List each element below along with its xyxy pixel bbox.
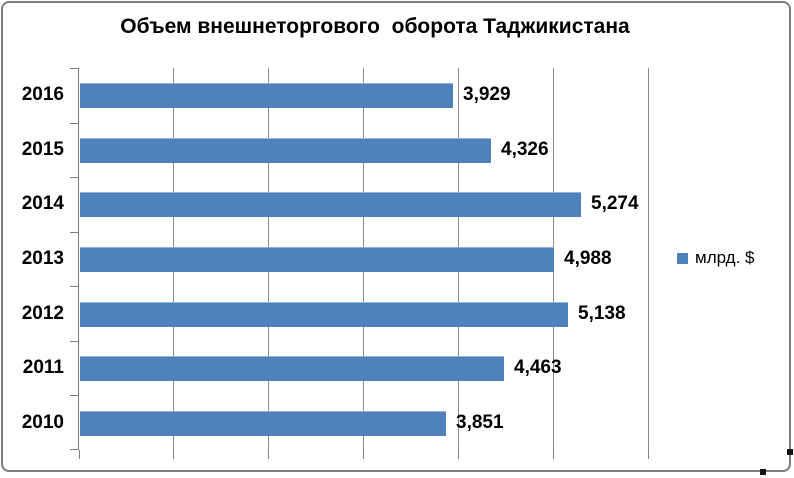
legend-swatch-icon [677, 252, 688, 264]
category-axis-tick [70, 68, 79, 69]
value-axis-tick [79, 450, 80, 459]
value-axis-tick [268, 450, 269, 459]
category-label: 2015 [21, 138, 64, 160]
legend-label: млрд. $ [695, 248, 755, 267]
category-label: 2010 [21, 411, 64, 433]
bar-value-label: 3,851 [456, 411, 504, 433]
bar-value-label: 5,138 [578, 302, 626, 324]
bar-2016 [80, 83, 453, 108]
category-label: 2016 [21, 84, 64, 106]
chart-title: Объем внешнеторгового оборота Таджикиста… [120, 15, 630, 38]
bar-value-label: 5,274 [591, 193, 639, 215]
bar-2012 [80, 302, 568, 327]
bar-2010 [80, 411, 446, 436]
bar-2013 [80, 247, 554, 272]
category-label: 2013 [21, 247, 64, 269]
category-label: 2012 [21, 302, 64, 324]
category-axis-tick [70, 232, 79, 233]
legend: млрд. $ [677, 248, 755, 268]
bar-value-label: 3,929 [463, 84, 511, 106]
category-axis-tick [70, 341, 79, 342]
value-axis-tick [553, 450, 554, 459]
bar-2014 [80, 192, 581, 217]
category-axis-tick [70, 286, 79, 287]
value-axis-tick [173, 450, 174, 459]
category-axis-labels: 2016 2015 2014 2013 2012 2011 2010 [0, 68, 64, 450]
plot-area: 3,929 4,326 5,274 4,988 5,138 4,463 3,851 [70, 68, 649, 459]
value-axis-tick [648, 450, 649, 459]
bar-value-label: 4,326 [501, 138, 549, 160]
bar-value-label: 4,988 [564, 247, 612, 269]
category-label: 2011 [22, 357, 64, 379]
category-label: 2014 [21, 193, 64, 215]
category-axis-tick [70, 449, 79, 450]
bar-value-label: 4,463 [514, 357, 562, 379]
value-axis-tick [458, 450, 459, 459]
category-axis-tick [70, 177, 79, 178]
category-axis-tick [70, 395, 79, 396]
resize-handle-bottom[interactable] [760, 469, 766, 475]
category-axis-tick [70, 123, 79, 124]
bar-2015 [80, 138, 491, 163]
resize-handle-right[interactable] [787, 449, 793, 455]
gridline [648, 68, 649, 450]
value-axis-tick [363, 450, 364, 459]
bar-2011 [80, 356, 504, 381]
